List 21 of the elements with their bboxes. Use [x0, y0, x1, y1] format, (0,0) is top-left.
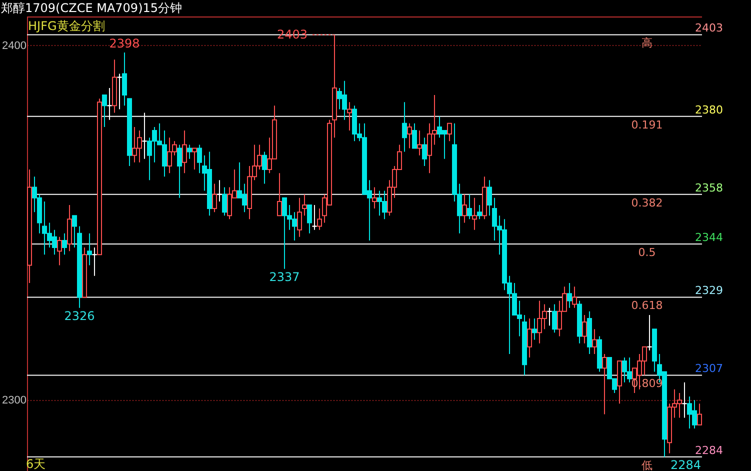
annotation: 2326	[64, 308, 95, 323]
ref-line-label: 2403	[695, 22, 723, 35]
annotation: 0.618	[631, 299, 663, 312]
annotation: 0.191	[631, 118, 663, 132]
y-tick-label: 2300	[2, 394, 26, 407]
chart-subtitle: HJFG黄金分割	[28, 19, 105, 33]
ref-line-label: 2380	[695, 103, 723, 116]
annotation: 2398	[109, 36, 140, 50]
chart-title: 郑醇1709(CZCE MA709)15分钟	[1, 1, 182, 15]
annotation: 高	[642, 36, 652, 50]
ref-line-label: 2284	[695, 444, 723, 457]
annotation: 低	[642, 458, 652, 471]
ref-line-label: 2344	[695, 231, 723, 244]
annotation: 2337	[269, 270, 300, 284]
y-tick-label: 2400	[2, 40, 26, 52]
ref-line-label: 2358	[695, 181, 723, 194]
annotation: 0.5	[638, 246, 656, 259]
ref-line-label: 2329	[695, 284, 723, 298]
annotation: 0.382	[631, 196, 663, 210]
ref-line-label: 2307	[695, 362, 723, 376]
annotation: 2284	[670, 458, 702, 471]
